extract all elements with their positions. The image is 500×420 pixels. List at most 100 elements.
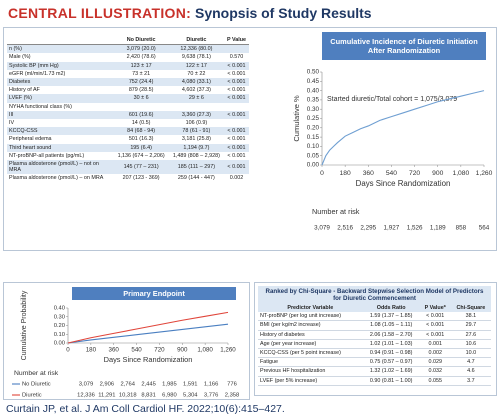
table-cell bbox=[113, 103, 168, 111]
risk-value: 1,166 bbox=[204, 382, 219, 388]
table-row: Age (per year increase) 1.02 (1.01 – 1.03… bbox=[258, 339, 491, 350]
table-cell: KCCQ-CSS bbox=[7, 127, 114, 136]
x-tick-label: 1,080 bbox=[197, 347, 213, 354]
table-cell: 501 (16.3) bbox=[128, 136, 154, 143]
table-cell: 3,181 (25.8) bbox=[181, 136, 211, 143]
table-cell: 3,360 (27.3) bbox=[168, 110, 224, 120]
y-tick-label: 0.40 bbox=[54, 306, 65, 312]
y-tick-label: 0.35 bbox=[307, 97, 320, 104]
risk-value: 5,304 bbox=[183, 393, 198, 399]
table-cell: 29 ± 6 bbox=[168, 94, 224, 103]
x-tick-label: 360 bbox=[363, 170, 374, 177]
table-cell: 123 ± 17 bbox=[113, 61, 169, 70]
table-cell: < 0.001 bbox=[419, 320, 451, 331]
header-row: Predictor Variable Odds Ratio P Value* Chi-… bbox=[258, 304, 491, 313]
table-cell: 12,336 (80.0) bbox=[168, 44, 224, 54]
table-row: LVEF (per 5% increase) 0.90 (0.81 – 1.00)… bbox=[258, 376, 491, 386]
table-cell: 2.06 (1.58 – 2.70) bbox=[362, 330, 420, 340]
risk-value: 1,927 bbox=[384, 225, 400, 232]
table-cell: Plasma aldosterone (pmol/L) – not on MRA bbox=[7, 160, 114, 175]
risk-value: 6,980 bbox=[162, 393, 177, 399]
table-cell: 145 (77 – 231) bbox=[113, 160, 169, 175]
table-cell: < 0.001 bbox=[227, 70, 246, 77]
table-cell: 122 ± 17 bbox=[168, 61, 224, 70]
table-cell: 1,136 (674 – 2,206) bbox=[117, 152, 165, 159]
x-tick-label: 180 bbox=[86, 347, 97, 354]
table-cell: 29.7 bbox=[450, 320, 491, 331]
header-cell: Diuretic bbox=[168, 36, 224, 46]
table-cell: 2,420 (78.6) bbox=[126, 54, 156, 61]
x-tick-label: 1,260 bbox=[476, 170, 493, 177]
table-row: KCCQ-CSS (per 5 point increase) 0.94 (0.9… bbox=[258, 348, 491, 359]
table-cell: KCCQ-CSS (per 5 point increase) bbox=[258, 348, 363, 359]
table-cell: 0.94 (0.91 – 0.98) bbox=[362, 348, 420, 359]
table-row: History of diabetes 2.06 (1.58 – 2.70) < 0… bbox=[258, 330, 491, 340]
table-cell: < 0.001 bbox=[224, 61, 249, 70]
table-cell: 752 (24.4) bbox=[113, 78, 169, 87]
table-cell: 106 (0.9) bbox=[185, 120, 208, 127]
table-cell: 0.032 bbox=[419, 366, 451, 377]
risk-value: 1,526 bbox=[407, 225, 423, 232]
y-tick-label: 0.45 bbox=[307, 78, 320, 85]
table-row: Third heart sound 195 (6.4) 1,194 (9.7) < 0… bbox=[7, 143, 249, 152]
table-row: Plasma aldosterone (pmol/L) – not on MRA… bbox=[7, 160, 249, 175]
table-cell: NT-proBNP-all patients (pg/mL) bbox=[9, 152, 85, 159]
risk-value: 776 bbox=[227, 382, 237, 388]
table-cell: 4.6 bbox=[450, 366, 491, 377]
risk-value: 1,591 bbox=[183, 382, 198, 388]
header-cell: Odds Ratio bbox=[362, 304, 420, 313]
table-cell: 0.055 bbox=[419, 376, 451, 386]
x-tick-label: 180 bbox=[340, 170, 351, 177]
risk-label: Number at risk bbox=[312, 207, 360, 216]
table-cell: 9,638 (78.1) bbox=[181, 54, 211, 61]
table-cell: < 0.001 bbox=[224, 127, 249, 136]
table-row: eGFR (ml/min/1.73 m2) 73 ± 21 70 ± 22 < 0.0… bbox=[7, 70, 249, 78]
legend-label: No Diuretic bbox=[22, 382, 51, 388]
table-cell: eGFR (ml/min/1.73 m2) bbox=[9, 70, 66, 77]
table-cell: < 0.001 bbox=[227, 136, 246, 143]
risk-value: 1,189 bbox=[430, 225, 446, 232]
table-cell: NT-proBNP (per log unit increase) bbox=[258, 312, 363, 322]
table-cell: 207 (123 - 369) bbox=[122, 175, 160, 182]
risk-value: 3,079 bbox=[314, 225, 330, 232]
x-tick-label: 0 bbox=[66, 347, 70, 354]
x-tick-label: 1,260 bbox=[220, 347, 236, 354]
table-cell: History of AF bbox=[9, 87, 40, 94]
header-cell: P Value* bbox=[419, 304, 451, 313]
table-cell: 84 (68 - 94) bbox=[113, 127, 169, 136]
risk-value: 564 bbox=[479, 225, 490, 232]
y-tick-label: 0.20 bbox=[54, 323, 65, 329]
table-cell: 78 (61 - 91) bbox=[168, 127, 224, 136]
table-cell bbox=[224, 103, 249, 111]
risk-value: 3,079 bbox=[79, 382, 94, 388]
table-cell: < 0.001 bbox=[227, 87, 246, 94]
y-tick-label: 0.50 bbox=[307, 69, 320, 76]
table-cell: < 0.001 bbox=[224, 110, 249, 120]
x-tick-label: 540 bbox=[386, 170, 397, 177]
table-cell: 1,489 (808 – 2,928) bbox=[172, 152, 220, 159]
y-tick-label: 0.30 bbox=[307, 106, 320, 113]
table-row: NT-proBNP (per log unit increase) 1.59 (1… bbox=[258, 312, 491, 322]
risk-value: 2,906 bbox=[100, 382, 115, 388]
table-cell: 0.75 (0.57 – 0.97) bbox=[362, 357, 420, 368]
table-cell: < 0.001 bbox=[419, 330, 451, 340]
header-cell: Predictor Variable bbox=[258, 304, 363, 313]
chart-title: Primary Endpoint bbox=[72, 287, 236, 300]
header-label: CENTRAL ILLUSTRATION: bbox=[8, 5, 192, 21]
table-row: Systolic BP (mm Hg) 123 ± 17 122 ± 17 < 0.0… bbox=[7, 61, 249, 70]
table-row: III 601 (19.6) 3,360 (27.3) < 0.001 bbox=[7, 110, 249, 120]
header: CENTRAL ILLUSTRATION: Synopsis of Study … bbox=[8, 5, 372, 21]
x-tick-label: 900 bbox=[432, 170, 443, 177]
y-tick-label: 0.15 bbox=[307, 134, 320, 141]
table-cell: < 0.001 bbox=[227, 152, 246, 159]
risk-value: 2,764 bbox=[120, 382, 135, 388]
risk-value: 3,776 bbox=[204, 393, 219, 399]
risk-value: 2,516 bbox=[337, 225, 353, 232]
header-row: No Diuretic Diuretic P Value bbox=[7, 36, 249, 46]
table-cell: < 0.001 bbox=[419, 312, 451, 322]
table-row: IV 14 (0.5) 106 (0.9) bbox=[7, 119, 249, 127]
risk-value: 2,295 bbox=[360, 225, 376, 232]
line-series bbox=[321, 90, 485, 166]
table-cell: 0.002 bbox=[229, 175, 244, 182]
table-cell: 70 ± 22 bbox=[187, 70, 206, 77]
